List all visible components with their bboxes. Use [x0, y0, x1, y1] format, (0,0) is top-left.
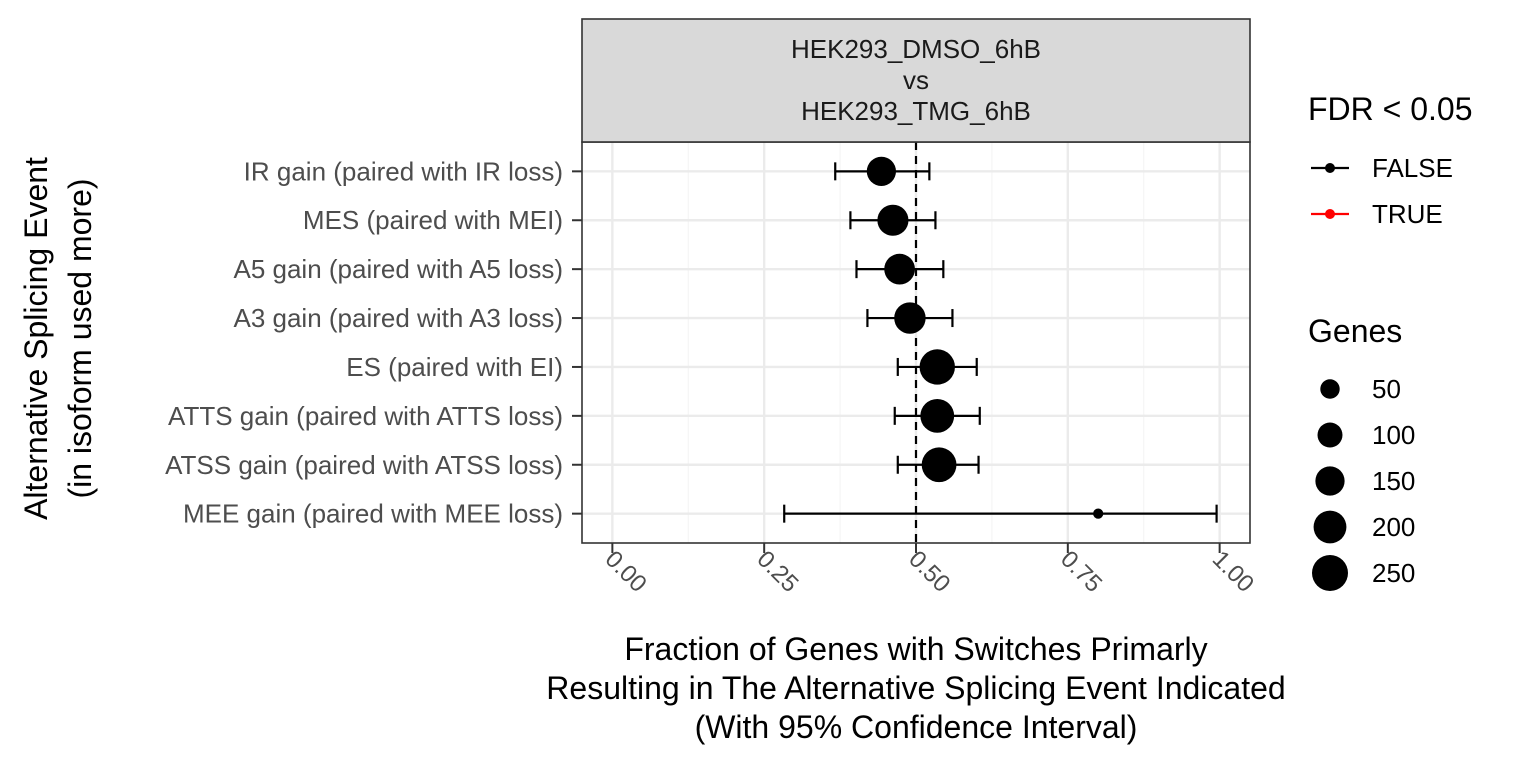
data-point — [877, 204, 909, 236]
facet-strip-label: vs — [903, 65, 929, 95]
x-tick-label: 0.00 — [600, 546, 652, 598]
size-legend-key — [1312, 555, 1348, 591]
size-legend-label: 100 — [1372, 420, 1415, 450]
y-tick-label: ATSS gain (paired with ATSS loss) — [165, 450, 563, 480]
size-legend-label: 150 — [1372, 466, 1415, 496]
size-legend-key — [1315, 466, 1345, 496]
size-legend-label: 50 — [1372, 374, 1401, 404]
facet-strip-label: HEK293_DMSO_6hB — [791, 34, 1041, 64]
x-tick-label: 0.50 — [903, 546, 955, 598]
size-legend-label: 250 — [1372, 558, 1415, 588]
x-axis-title: Fraction of Genes with Switches Primarly — [624, 631, 1207, 667]
x-tick-label: 1.00 — [1207, 546, 1259, 598]
data-point — [920, 398, 955, 433]
data-point — [894, 302, 926, 334]
data-point — [1093, 508, 1104, 519]
color-legend-title: FDR < 0.05 — [1308, 91, 1473, 127]
y-axis-title: Alternative Splicing Event — [18, 157, 54, 520]
data-point — [866, 156, 897, 186]
y-tick-label: A5 gain (paired with A5 loss) — [233, 254, 563, 284]
color-legend-key-dot — [1325, 209, 1335, 219]
size-legend-key — [1320, 379, 1340, 399]
color-legend-label: FALSE — [1372, 153, 1453, 183]
size-legend-title: Genes — [1308, 313, 1402, 349]
y-tick-label: IR gain (paired with IR loss) — [244, 156, 563, 186]
y-tick-label: ATTS gain (paired with ATTS loss) — [168, 401, 563, 431]
data-point — [921, 447, 957, 483]
size-legend-label: 200 — [1372, 512, 1415, 542]
size-legend-key — [1317, 422, 1343, 448]
x-axis-title: (With 95% Confidence Interval) — [695, 709, 1138, 745]
x-tick-label: 0.75 — [1055, 546, 1107, 598]
data-point — [884, 253, 915, 285]
y-tick-label: A3 gain (paired with A3 loss) — [233, 303, 563, 333]
y-tick-label: MES (paired with MEI) — [303, 205, 563, 235]
size-legend-key — [1313, 510, 1347, 544]
x-tick-label: 0.25 — [751, 546, 803, 598]
x-axis-title: Resulting in The Alternative Splicing Ev… — [546, 670, 1285, 706]
data-point — [919, 349, 955, 385]
y-tick-label: MEE gain (paired with MEE loss) — [183, 499, 563, 529]
color-legend-key-dot — [1325, 163, 1335, 173]
facet-strip — [581, 18, 1251, 143]
color-legend-label: TRUE — [1372, 199, 1443, 229]
y-axis-title: (in isoform used more) — [62, 178, 98, 498]
y-tick-label: ES (paired with EI) — [346, 352, 563, 382]
facet-strip-label: HEK293_TMG_6hB — [801, 96, 1031, 126]
